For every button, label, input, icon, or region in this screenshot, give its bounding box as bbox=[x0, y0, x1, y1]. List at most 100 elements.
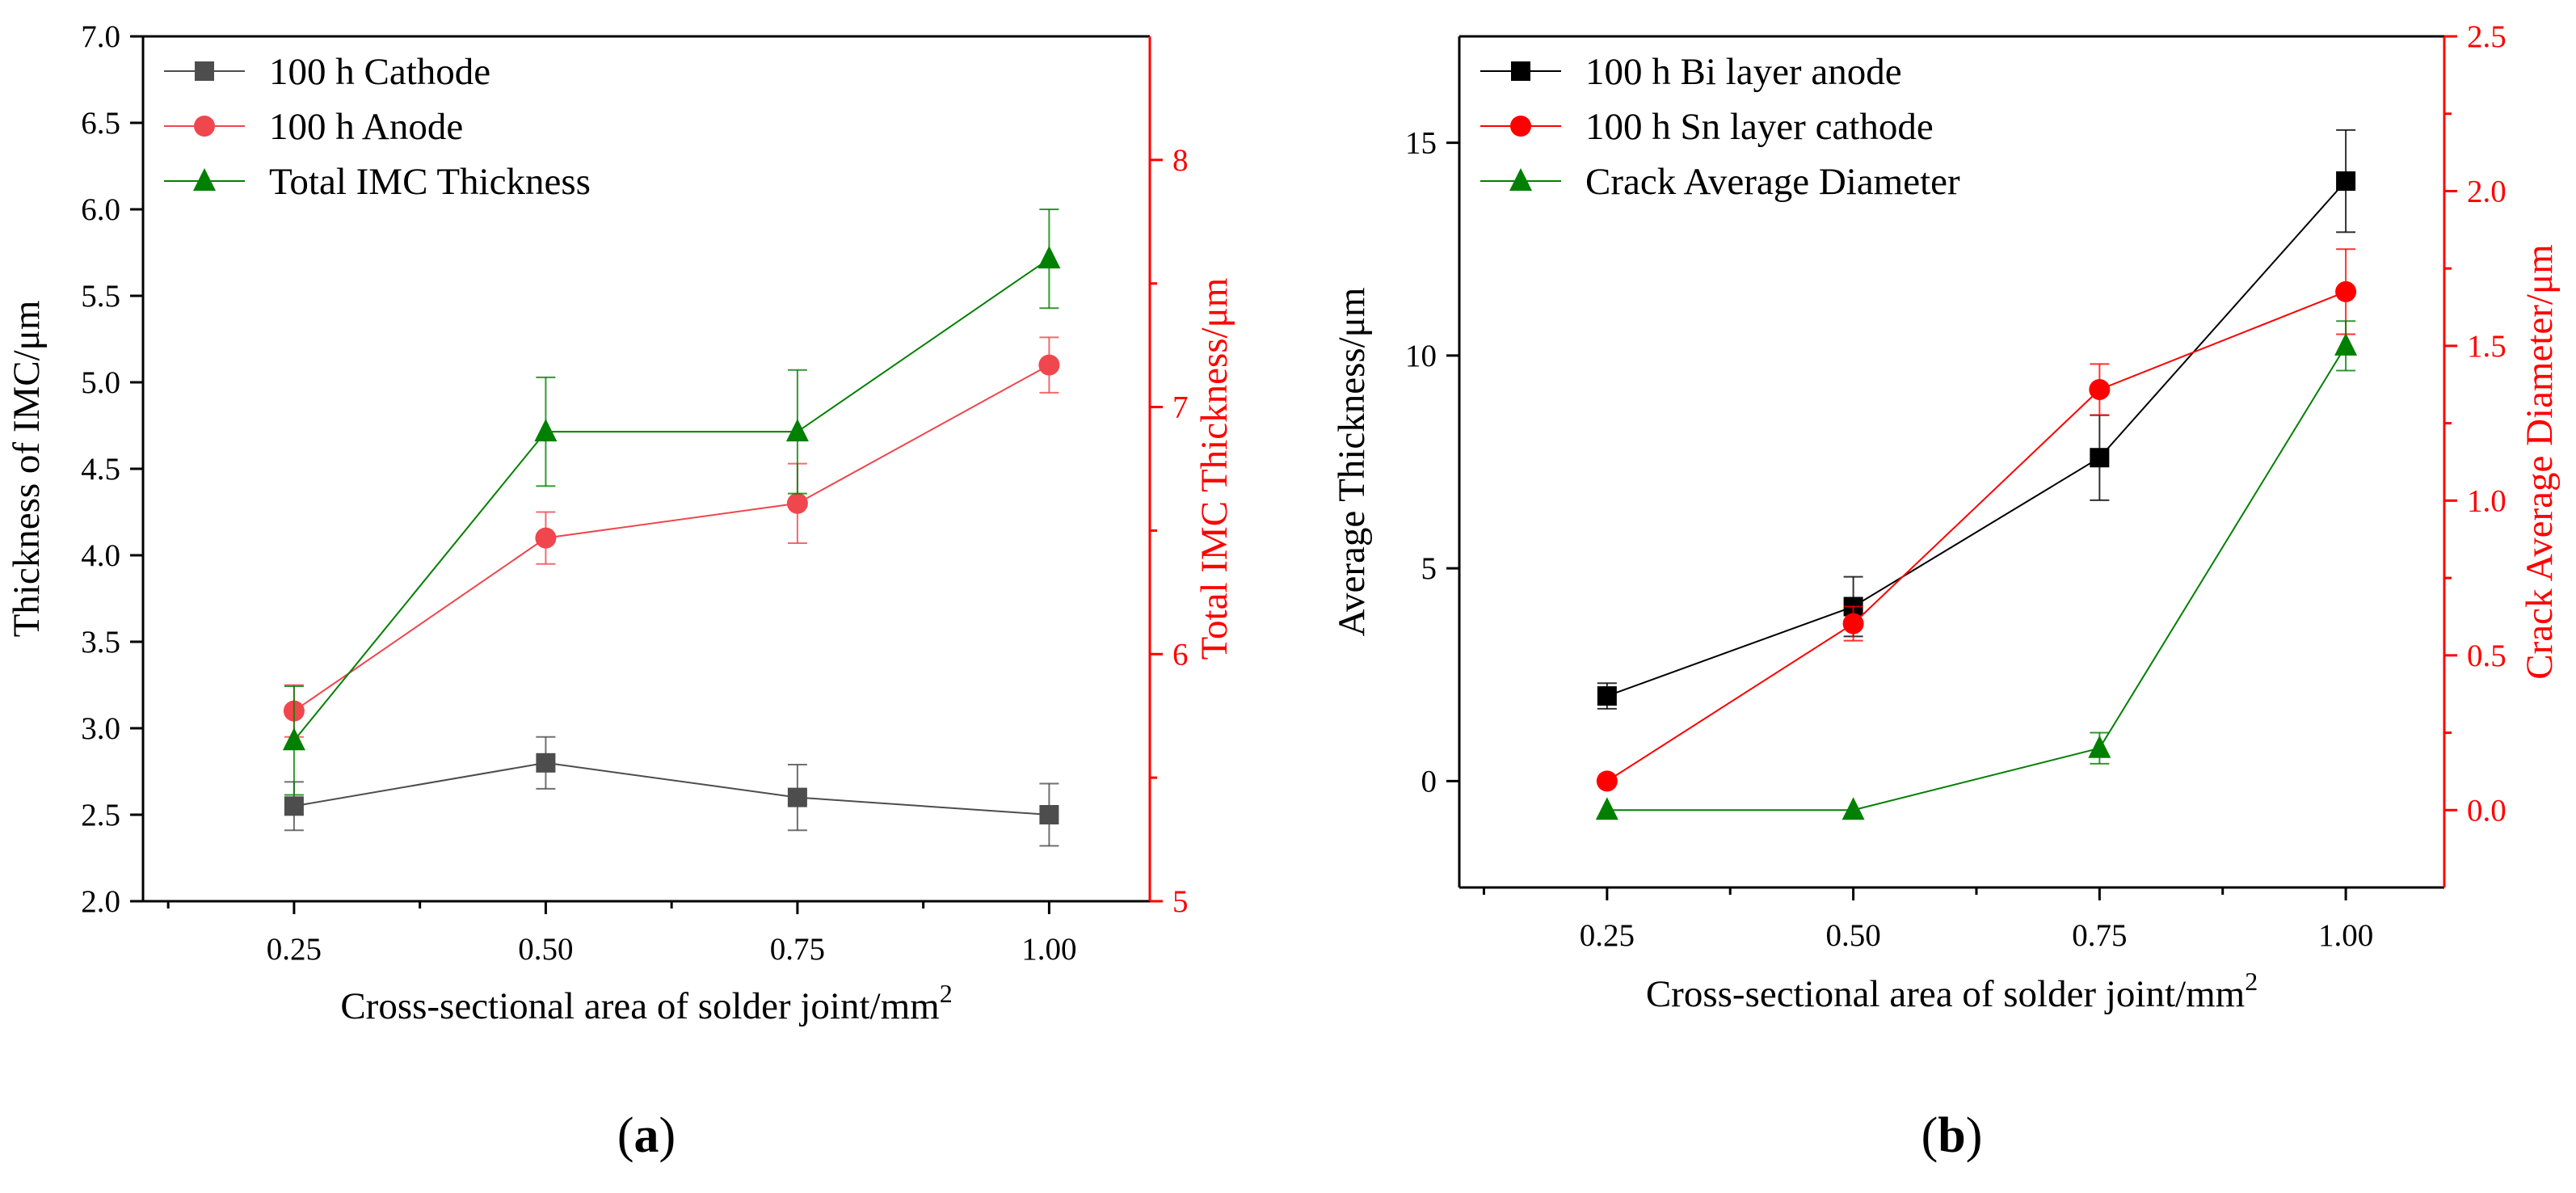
y-tick-label: 10 bbox=[1405, 339, 1437, 373]
series-line bbox=[1606, 180, 2347, 698]
data-point bbox=[2088, 735, 2111, 758]
y-right-tick-label: 6 bbox=[1172, 637, 1189, 672]
y-tick-label: 15 bbox=[1405, 126, 1437, 161]
series-line bbox=[293, 364, 1050, 712]
legend-marker bbox=[1511, 61, 1530, 81]
y-right-tick-label: 0.5 bbox=[2467, 639, 2507, 673]
data-point bbox=[787, 787, 807, 807]
y-right-tick-label: 1.0 bbox=[2467, 483, 2507, 518]
series-0 bbox=[284, 736, 1059, 847]
y-tick-label: 6.0 bbox=[81, 192, 120, 227]
y-tick-label: 5.0 bbox=[81, 365, 120, 400]
legend-marker bbox=[195, 61, 214, 81]
data-point bbox=[1038, 354, 1060, 376]
x-tick-label: 1.00 bbox=[1021, 932, 1076, 967]
y-tick-label: 4.0 bbox=[81, 538, 120, 573]
data-point bbox=[536, 752, 556, 773]
data-point bbox=[1596, 770, 1618, 792]
y-right-tick-label: 2.0 bbox=[2467, 174, 2507, 209]
legend-entry: Total IMC Thickness bbox=[269, 161, 591, 203]
data-point bbox=[284, 796, 304, 816]
legend: 100 h Bi layer anode 100 h Sn layer catho… bbox=[1480, 51, 1960, 203]
y-axis-right-label: Crack Average Diameter/μm bbox=[2519, 244, 2561, 679]
panel-label: (b) bbox=[1921, 1108, 1983, 1163]
legend-marker bbox=[1510, 116, 1531, 137]
legend-entry: 100 h Cathode bbox=[269, 51, 490, 93]
panel-label-letter: a bbox=[634, 1108, 659, 1163]
data-point bbox=[534, 419, 558, 442]
y-right-tick-label: 0.0 bbox=[2467, 793, 2507, 828]
data-point bbox=[282, 727, 305, 751]
series-2 bbox=[282, 209, 1061, 796]
legend-marker bbox=[194, 116, 215, 137]
data-point bbox=[2336, 171, 2356, 192]
x-axis-label: Cross-sectional area of solder joint/mm2 bbox=[340, 979, 952, 1027]
legend-marker bbox=[193, 168, 216, 191]
series-line bbox=[293, 761, 1050, 816]
data-point bbox=[1039, 805, 1059, 824]
data-point bbox=[535, 527, 557, 549]
x-axis-label-text: Cross-sectional area of solder joint/mm bbox=[1646, 973, 2245, 1015]
x-axis-label-text: Cross-sectional area of solder joint/mm bbox=[340, 985, 939, 1027]
data-point bbox=[1595, 797, 1618, 820]
series-2 bbox=[1595, 320, 2358, 820]
x-tick-label: 1.00 bbox=[2318, 918, 2373, 953]
y-tick-label: 3.5 bbox=[81, 625, 120, 660]
x-tick-label: 0.25 bbox=[267, 932, 322, 967]
y-tick-label: 2.0 bbox=[81, 884, 120, 919]
y-right-tick-label: 8 bbox=[1172, 143, 1189, 178]
x-tick-label: 0.50 bbox=[518, 932, 573, 967]
series-0 bbox=[1597, 129, 2356, 710]
data-point bbox=[2090, 448, 2110, 468]
legend-entry: 100 h Anode bbox=[269, 106, 463, 148]
y-axis-label: Average Thickness/μm bbox=[1331, 288, 1373, 637]
chart-a: 0.25 0.50 0.75 1.00 2.0 2.5 3.0 3.5 4.0 4.5 5.0 5.5… bbox=[6, 19, 1235, 1163]
x-axis-label-superscript: 2 bbox=[2245, 967, 2258, 996]
series-line bbox=[1606, 345, 2347, 811]
legend: 100 h Cathode 100 h Anode Total IMC Thickn… bbox=[164, 51, 591, 203]
y-tick-label: 2.5 bbox=[81, 798, 120, 833]
series-1 bbox=[1596, 248, 2357, 792]
data-point bbox=[1038, 246, 1061, 269]
series-1 bbox=[283, 336, 1060, 738]
y-tick-label: 6.5 bbox=[81, 106, 120, 141]
series-line bbox=[293, 258, 1050, 741]
panel-label-close: ) bbox=[659, 1108, 676, 1163]
y-tick-label: 0 bbox=[1421, 764, 1437, 799]
y-tick-label: 7.0 bbox=[81, 19, 120, 54]
panel-label-letter: b bbox=[1938, 1108, 1965, 1163]
y-tick-label: 5 bbox=[1421, 551, 1437, 586]
x-axis-label: Cross-sectional area of solder joint/mm2 bbox=[1646, 967, 2258, 1015]
x-tick-label: 0.25 bbox=[1580, 918, 1635, 953]
x-tick-label: 0.75 bbox=[2072, 918, 2127, 953]
x-axis-label-superscript: 2 bbox=[940, 979, 953, 1008]
data-point bbox=[1842, 797, 1865, 820]
chart-b: 0.25 0.50 0.75 1.00 0 5 10 15 0.0 0.5 1.0 1.5 2.0 2.5… bbox=[1331, 19, 2561, 1163]
legend-entry: Crack Average Diameter bbox=[1585, 161, 1960, 203]
legend-marker bbox=[1509, 168, 1532, 191]
legend-entry: 100 h Sn layer cathode bbox=[1585, 106, 1934, 148]
panel-label-open: ( bbox=[617, 1108, 634, 1163]
y-axis-label: Thickness of IMC/μm bbox=[6, 301, 48, 638]
panel-label-open: ( bbox=[1921, 1108, 1938, 1163]
x-tick-label: 0.50 bbox=[1825, 918, 1880, 953]
data-point bbox=[2335, 280, 2357, 302]
y-tick-label: 5.5 bbox=[81, 279, 120, 314]
data-point bbox=[1597, 686, 1617, 706]
panel-label-close: ) bbox=[1966, 1108, 1983, 1163]
series-line bbox=[1606, 290, 2347, 782]
x-tick-label: 0.75 bbox=[770, 932, 825, 967]
y-right-tick-label: 1.5 bbox=[2467, 329, 2507, 364]
y-tick-label: 3.0 bbox=[81, 711, 120, 746]
y-right-tick-label: 2.5 bbox=[2467, 19, 2507, 54]
data-point bbox=[2334, 332, 2358, 356]
data-point bbox=[786, 492, 808, 514]
y-axis-right-label: Total IMC Thickness/μm bbox=[1193, 278, 1235, 660]
y-right-tick-label: 5 bbox=[1172, 884, 1189, 919]
data-point bbox=[785, 419, 809, 442]
y-right-tick-label: 7 bbox=[1172, 390, 1189, 425]
data-point bbox=[2089, 378, 2111, 400]
data-point bbox=[1842, 613, 1864, 634]
legend-entry: 100 h Bi layer anode bbox=[1585, 51, 1902, 93]
